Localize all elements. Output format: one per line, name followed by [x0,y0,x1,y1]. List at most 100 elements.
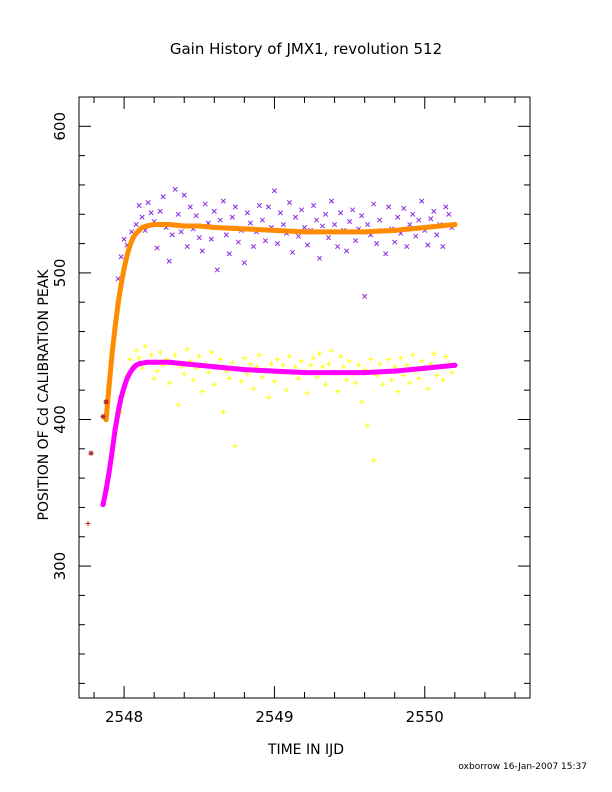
upper_fit-point [271,227,278,233]
upper_fit-point [151,221,157,228]
lower_fit-point [181,361,187,367]
upper_fit-point [118,282,124,288]
plus-marker-point [347,358,353,364]
x-marker-point [410,211,416,217]
lower_fit-point [106,469,112,475]
plus-marker-point [139,365,145,371]
plus-marker-point [148,352,154,358]
plus-marker-point [127,356,133,362]
lower_fit-point [211,364,217,370]
plus-marker-point [377,361,383,367]
x-marker-point [289,249,296,255]
x-marker-point [280,221,287,228]
upper_fit-point [124,252,130,258]
upper_fit-point [331,229,338,235]
plus-marker-point [356,362,362,368]
plot-marks [85,186,458,527]
upper_fit-point [181,223,187,229]
x-marker-point [377,217,383,223]
x-marker-point [322,211,329,217]
x-marker-point [277,210,284,216]
upper_fit-point [211,224,217,231]
x-marker-point [407,221,413,228]
x-marker-point [226,251,232,257]
upper_fit-point [452,221,458,228]
x-marker-point [217,217,223,223]
footer-stamp: oxborrow 16-Jan-2007 15:37 [458,762,587,772]
lower_fit-point [271,368,278,374]
x-marker-point [250,243,256,250]
x-marker-point [344,248,350,254]
plus-marker-point [365,422,371,428]
lower_fit-point [151,359,157,365]
plus-marker-point [371,457,377,464]
plus-marker-point [404,362,410,368]
x-marker-point [304,242,311,248]
x-marker-point [446,211,452,217]
plus-marker-point [410,352,416,358]
x-marker-point [310,202,317,209]
plus-marker-point [307,362,314,368]
upper_fit-point [241,226,247,232]
x-marker-point [298,207,305,213]
plus-marker-point [184,346,190,352]
lower_fit-point [112,427,118,433]
x-marker-point [184,243,190,250]
plus-marker-point [268,361,275,367]
plus-marker-point [395,389,401,395]
x-tick-label: 2550 [406,708,444,726]
plus-marker-point [271,378,278,384]
x-marker-point [133,221,139,228]
x-tick-label: 2548 [105,708,143,726]
plus-marker-point [133,347,139,354]
plus-marker-point [217,356,223,362]
plus-marker-point [295,375,302,382]
x-marker-point [121,236,127,242]
plus-marker-point [380,381,386,387]
x-marker-point [175,211,181,217]
plus-marker-point [244,371,250,377]
x-marker-point [301,224,308,231]
x-marker-point [241,260,247,266]
x-tick-label: 2549 [255,708,293,726]
x-marker-point [392,239,398,245]
upper_fit-point [159,221,165,228]
plus-marker-point [196,353,202,360]
upper_fit-point [166,221,172,228]
lower_fit-point [121,384,127,390]
plus-marker-point [286,353,293,360]
lower_fit-point [241,367,247,373]
plus-marker-point [401,372,407,379]
plus-marker-point [313,374,320,380]
x-marker-point [434,232,440,238]
x-marker-point [401,205,407,211]
plus-marker-point [353,380,359,386]
star-marker-point [88,450,94,456]
plot-frame [78,96,531,699]
plus-marker-point [337,353,344,360]
x-marker-point [169,232,175,238]
lower_fit-point [422,365,428,371]
y-axis-ticks [79,96,530,684]
plus-marker-point [238,378,244,384]
upper_fit-point [130,235,136,241]
x-marker-point [274,241,280,247]
x-marker-point [118,254,124,260]
plus-marker-point [440,377,446,383]
x-marker-point [419,198,425,204]
lower_fit-point [136,361,142,367]
plus-marker-point [274,356,281,362]
plus-marker-point [389,377,395,383]
x-marker-point [202,201,208,207]
x-marker-point [386,204,392,210]
plus-marker-point [181,371,187,377]
x-marker-point [145,199,151,206]
x-axis-label: TIME IN IJD [267,742,344,758]
x-marker-point [395,214,401,220]
x-marker-point [235,239,241,245]
chart-title: Gain History of JMX1, revolution 512 [170,40,442,58]
plus-marker-point [142,343,148,349]
plus-marker-point [316,350,323,357]
x-marker-point [154,245,160,251]
x-marker-point [136,202,142,209]
